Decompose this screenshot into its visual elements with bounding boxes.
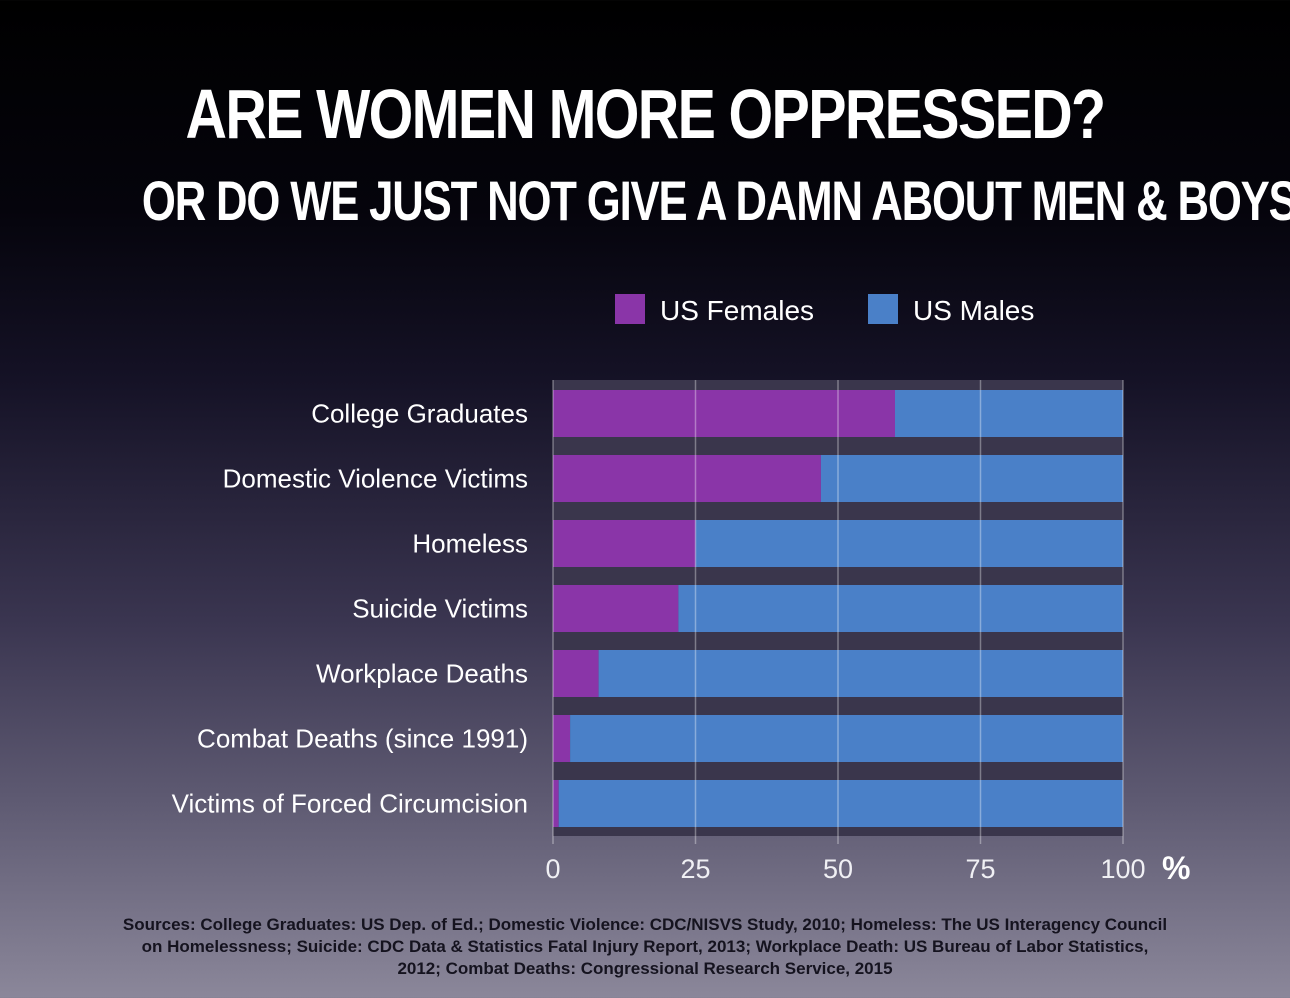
legend: US Females US Males: [615, 294, 1034, 326]
category-label-6: Victims of Forced Circumcision: [172, 789, 528, 819]
legend-label-0: US Females: [660, 295, 814, 326]
x-axis-ticks: 0 25 50 75 100%: [545, 850, 1190, 886]
bar-male-0: [895, 390, 1123, 437]
bar-female-3: [553, 585, 679, 632]
category-label-2: Homeless: [412, 529, 528, 559]
stacked-bar-chart: US Females US Males College Graduates Dome…: [172, 294, 1190, 886]
bar-male-6: [558, 780, 1123, 827]
x-tick-label-1: 25: [680, 854, 710, 884]
bar-female-4: [553, 650, 599, 697]
sources-note: Sources: College Graduates: US Dep. of E…: [122, 915, 1168, 978]
chart-title: ARE WOMEN MORE OPPRESSED?: [185, 75, 1107, 153]
category-label-4: Workplace Deaths: [316, 659, 528, 689]
legend-swatch-0: [615, 294, 645, 324]
bar-female-6: [553, 780, 559, 827]
x-tick-label-0: 0: [545, 854, 560, 884]
bar-male-1: [820, 455, 1123, 502]
bar-male-2: [695, 520, 1123, 567]
category-label-1: Domestic Violence Victims: [223, 464, 528, 494]
bar-female-0: [553, 390, 895, 437]
x-unit-label: %: [1162, 850, 1190, 886]
category-label-3: Suicide Victims: [352, 594, 528, 624]
legend-label-1: US Males: [913, 295, 1034, 326]
x-tick-label-3: 75: [965, 854, 995, 884]
bar-male-3: [678, 585, 1123, 632]
category-label-5: Combat Deaths (since 1991): [197, 724, 528, 754]
bar-female-1: [553, 455, 821, 502]
bar-female-2: [553, 520, 696, 567]
bar-male-4: [598, 650, 1123, 697]
bar-female-5: [553, 715, 571, 762]
category-labels: College Graduates Domestic Violence Victi…: [172, 399, 528, 819]
category-label-0: College Graduates: [311, 399, 528, 429]
x-tick-label-4: 100: [1100, 854, 1145, 884]
legend-swatch-1: [868, 294, 898, 324]
bar-male-5: [570, 715, 1123, 762]
x-tick-label-2: 50: [823, 854, 853, 884]
chart-subtitle: OR DO WE JUST NOT GIVE A DAMN ABOUT MEN …: [141, 169, 1290, 232]
bars: [553, 390, 1123, 827]
